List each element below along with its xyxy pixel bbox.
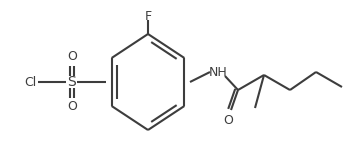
Text: NH: NH	[208, 66, 227, 78]
Text: O: O	[67, 100, 77, 113]
Text: F: F	[145, 9, 152, 22]
Text: O: O	[67, 51, 77, 64]
Text: O: O	[223, 115, 233, 128]
Text: S: S	[67, 75, 76, 89]
Text: Cl: Cl	[24, 75, 36, 89]
